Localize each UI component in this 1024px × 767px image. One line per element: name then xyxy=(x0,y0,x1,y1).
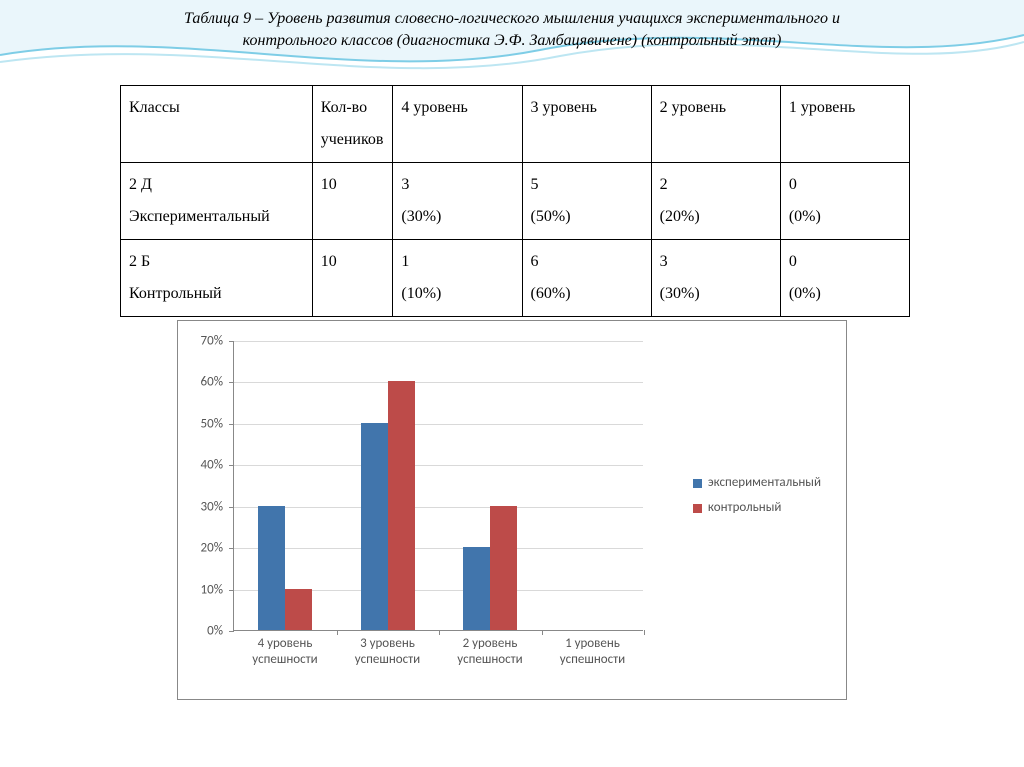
chart-x-label: 4 уровеньуспешности xyxy=(234,636,336,667)
chart-x-label: 2 уровеньуспешности xyxy=(439,636,541,667)
chart-y-label: 70% xyxy=(183,334,223,349)
cell-l4: 1(10%) xyxy=(393,240,522,317)
cell-l3: 5(50%) xyxy=(522,163,651,240)
th-level-3: 3 уровень xyxy=(522,86,651,163)
bar-chart: 0% 10% 20% 30% 40% 50% 60% 70% 4 уровеньуспешнос… xyxy=(177,320,847,700)
chart-bar xyxy=(258,506,285,630)
cell-l3: 6(60%) xyxy=(522,240,651,317)
legend-swatch xyxy=(693,504,702,513)
chart-gridline xyxy=(234,465,643,466)
chart-gridline xyxy=(234,341,643,342)
data-table: Классы Кол-во учеников 4 уровень 3 урове… xyxy=(120,85,910,317)
chart-y-label: 10% xyxy=(183,582,223,597)
title-line-2: контрольного классов (диагностика Э.Ф. З… xyxy=(243,32,782,49)
legend-item-control: контрольный xyxy=(693,496,821,521)
chart-x-label: 3 уровеньуспешности xyxy=(337,636,439,667)
th-level-4: 4 уровень xyxy=(393,86,522,163)
chart-legend: экспериментальный контрольный xyxy=(693,471,821,520)
legend-label: контрольный xyxy=(708,496,782,521)
chart-bar xyxy=(285,589,312,630)
th-count: Кол-во учеников xyxy=(312,86,393,163)
chart-y-label: 20% xyxy=(183,541,223,556)
cell-class: 2 Б Контрольный xyxy=(121,240,313,317)
table-row: 2 Б Контрольный 10 1(10%) 6(60%) 3(30%) … xyxy=(121,240,910,317)
chart-y-label: 50% xyxy=(183,416,223,431)
chart-y-label: 40% xyxy=(183,458,223,473)
table-row: 2 Д Экспериментальный 10 3(30%) 5(50%) 2… xyxy=(121,163,910,240)
title-line-1: Таблица 9 – Уровень развития словесно-ло… xyxy=(184,10,840,27)
chart-gridline xyxy=(234,548,643,549)
cell-count: 10 xyxy=(312,163,393,240)
chart-y-label: 30% xyxy=(183,499,223,514)
cell-count: 10 xyxy=(312,240,393,317)
cell-l1: 0(0%) xyxy=(780,240,909,317)
chart-bar xyxy=(463,547,490,630)
chart-x-label: 1 уровеньуспешности xyxy=(542,636,644,667)
chart-gridline xyxy=(234,424,643,425)
chart-gridline xyxy=(234,382,643,383)
chart-bar xyxy=(361,423,388,630)
page-title: Таблица 9 – Уровень развития словесно-ло… xyxy=(0,0,1024,55)
chart-y-label: 60% xyxy=(183,375,223,390)
cell-l4: 3(30%) xyxy=(393,163,522,240)
table-header-row: Классы Кол-во учеников 4 уровень 3 урове… xyxy=(121,86,910,163)
legend-swatch xyxy=(693,479,702,488)
chart-plot-area: 0%10%20%30%40%50%60%70%4 уровеньуспешнос… xyxy=(233,341,643,631)
cell-l1: 0(0%) xyxy=(780,163,909,240)
chart-bar xyxy=(490,506,517,630)
chart-y-label: 0% xyxy=(183,624,223,639)
th-class: Классы xyxy=(121,86,313,163)
cell-l2: 2(20%) xyxy=(651,163,780,240)
cell-class: 2 Д Экспериментальный xyxy=(121,163,313,240)
th-level-2: 2 уровень xyxy=(651,86,780,163)
data-table-wrap: Классы Кол-во учеников 4 уровень 3 урове… xyxy=(120,85,910,317)
chart-bar xyxy=(388,381,415,630)
cell-l2: 3(30%) xyxy=(651,240,780,317)
legend-item-experimental: экспериментальный xyxy=(693,471,821,496)
th-level-1: 1 уровень xyxy=(780,86,909,163)
chart-gridline xyxy=(234,507,643,508)
legend-label: экспериментальный xyxy=(708,471,821,496)
